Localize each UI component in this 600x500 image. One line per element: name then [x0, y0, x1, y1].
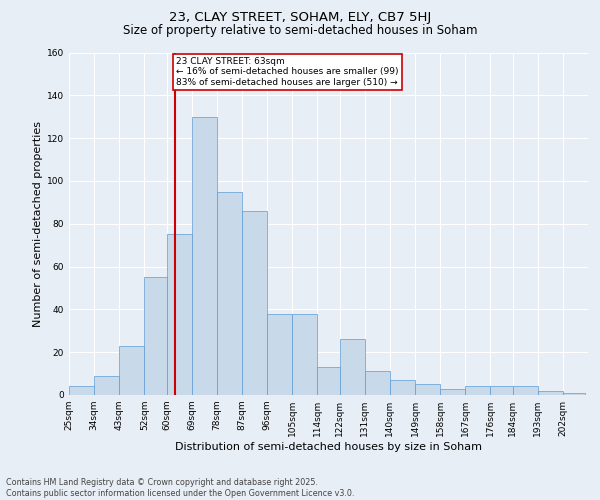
Bar [538, 390, 563, 395]
Text: 23, CLAY STREET, SOHAM, ELY, CB7 5HJ: 23, CLAY STREET, SOHAM, ELY, CB7 5HJ [169, 11, 431, 24]
Bar [217, 192, 242, 395]
Bar [267, 314, 292, 395]
Bar [390, 380, 415, 395]
Bar [69, 386, 94, 395]
Bar [192, 116, 217, 395]
Bar [365, 372, 390, 395]
Bar [440, 388, 465, 395]
Bar [490, 386, 512, 395]
Bar [242, 211, 267, 395]
Bar [340, 340, 365, 395]
Bar [145, 278, 167, 395]
Bar [119, 346, 145, 395]
Y-axis label: Number of semi-detached properties: Number of semi-detached properties [33, 120, 43, 327]
Bar [512, 386, 538, 395]
Bar [465, 386, 490, 395]
Text: 23 CLAY STREET: 63sqm
← 16% of semi-detached houses are smaller (99)
83% of semi: 23 CLAY STREET: 63sqm ← 16% of semi-deta… [176, 57, 399, 86]
X-axis label: Distribution of semi-detached houses by size in Soham: Distribution of semi-detached houses by … [175, 442, 482, 452]
Bar [415, 384, 440, 395]
Bar [94, 376, 119, 395]
Text: Size of property relative to semi-detached houses in Soham: Size of property relative to semi-detach… [123, 24, 477, 37]
Bar [317, 367, 340, 395]
Bar [292, 314, 317, 395]
Bar [563, 393, 585, 395]
Bar [167, 234, 192, 395]
Text: Contains HM Land Registry data © Crown copyright and database right 2025.
Contai: Contains HM Land Registry data © Crown c… [6, 478, 355, 498]
